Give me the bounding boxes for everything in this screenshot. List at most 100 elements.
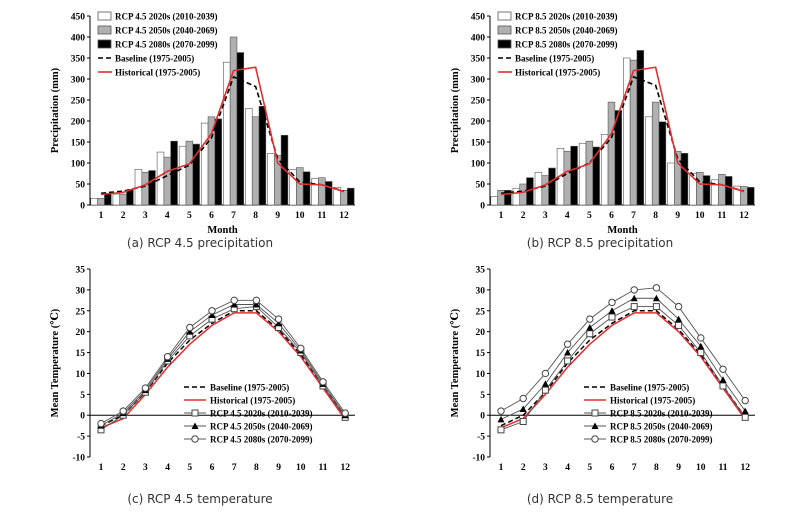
bar-series-2-month-6 [614,110,622,206]
y-tick-label: 0 [480,412,485,422]
x-tick-label: 2 [121,211,126,221]
bar-series-0-month-9 [267,153,275,206]
y-tick-label: 100 [71,160,86,170]
series-4-point-month-8 [252,296,261,305]
y-tick-label: 10 [476,370,486,380]
series-4-point-month-3 [141,384,150,392]
bar-series-2-month-6 [214,118,222,206]
bar-series-2-month-12 [347,187,355,206]
y-tick-label: 0 [480,202,485,212]
y-tick-label: 350 [471,55,486,65]
bar-series-1-month-3 [141,171,149,206]
y-tick-label: 150 [471,139,486,149]
y-tick-label: 50 [76,181,86,191]
series-4-point-month-1 [97,419,105,428]
series-3-point-month-9 [275,319,283,327]
y-tick-label: 100 [471,160,486,170]
x-tick-label: 11 [317,211,326,221]
series-2-point-month-4 [564,357,572,365]
bar-series-2-month-8 [258,106,267,206]
bar-series-1-month-11 [318,177,326,206]
legend-swatch [97,39,112,49]
x-tick-label: 4 [165,211,170,221]
series-4-point-month-9 [274,315,283,323]
bar-series-2-month-11 [324,181,333,206]
series-3-line [100,304,346,427]
legend-label: Baseline (1975-2005) [515,54,594,64]
y-tick-label: 15 [76,349,86,359]
x-tick-label: 1 [99,211,104,221]
series-2-point-month-1 [497,426,505,434]
x-tick-label: 6 [609,211,614,221]
bar-series-2-month-12 [747,187,755,206]
y-tick-label: 400 [471,34,486,44]
series-2-point-month-5 [586,330,594,338]
y-tick-label: 25 [76,307,86,317]
bar-series-2-month-1 [504,190,512,206]
y-tick-label: -5 [477,433,485,443]
series-2-point-month-3 [541,386,549,394]
series-4-point-month-7 [630,286,638,294]
legend-label: RCP 8.5 2020s (2010-2039) [610,409,713,419]
x-tick-label: 3 [143,463,148,473]
x-tick-label: 1 [99,463,104,473]
bar-series-1-month-10 [696,171,704,206]
series-2-point-month-12 [741,413,749,421]
bar-series-1-month-8 [651,101,660,206]
y-tick-label: 300 [71,76,86,86]
legend-label: RCP 8.5 2050s (2040-2069) [610,422,713,432]
series-3-point-month-2 [519,405,527,412]
legend-label: RCP 4.5 2020s (2010-2039) [210,409,313,419]
y-tick-label: -5 [77,433,85,443]
series-3-point-month-3 [541,380,549,387]
series-4-point-month-10 [697,334,705,342]
legend-marker [191,409,199,417]
x-tick-label: 7 [631,211,636,221]
series-2-line [500,306,746,431]
x-tick-label: 9 [675,211,680,221]
bar-series-2-month-4 [570,145,578,206]
series-3-point-month-8 [252,301,260,308]
y-tick-label: 30 [76,286,86,296]
y-axis-label: Mean Temperature (℃) [450,308,461,417]
bar-series-2-month-7 [236,52,245,206]
legend-label: RCP 4.5 2020s (2010-2039) [115,12,218,22]
bar-series-2-month-5 [192,143,200,206]
x-tick-label: 8 [254,463,259,473]
bar-series-0-month-9 [667,162,675,206]
bar-series-0-month-5 [178,145,187,206]
x-tick-label: 5 [187,211,192,221]
legend-label: RCP 4.5 2080s (2070-2099) [210,435,313,445]
x-tick-label: 12 [740,463,750,473]
x-tick-label: 2 [121,463,126,473]
y-tick-label: 200 [71,118,86,128]
legend-label: RCP 8.5 2080s (2070-2099) [610,435,713,445]
bar-series-1-month-4 [563,150,571,206]
y-tick-label: 5 [480,391,485,401]
x-tick-label: 10 [696,463,706,473]
x-tick-label: 6 [610,463,615,473]
legend-label: Baseline (1975-2005) [115,54,194,64]
y-tick-label: 450 [71,13,86,23]
bar-series-2-month-9 [680,153,689,206]
bar-series-0-month-2 [112,193,121,206]
y-tick-label: 450 [471,13,486,23]
x-tick-label: 7 [231,211,236,221]
series-4-point-month-7 [230,296,238,305]
series-4-point-month-6 [208,307,216,315]
x-axis-label: Month [607,225,637,236]
series-2-line [100,306,346,431]
bar-series-2-month-3 [148,170,156,206]
series-4-point-month-10 [297,344,305,353]
series-2-point-month-10 [697,349,705,357]
x-tick-label: 10 [695,211,705,221]
bar-series-0-month-1 [490,196,498,206]
legend-label: Baseline (1975-2005) [610,383,689,393]
y-tick-label: 50 [476,181,486,191]
line-series-1 [500,66,745,196]
x-tick-label: 1 [499,463,504,473]
x-tick-label: 4 [565,211,570,221]
series-4-point-month-12 [741,396,749,405]
bar-series-1-month-2 [119,193,127,206]
